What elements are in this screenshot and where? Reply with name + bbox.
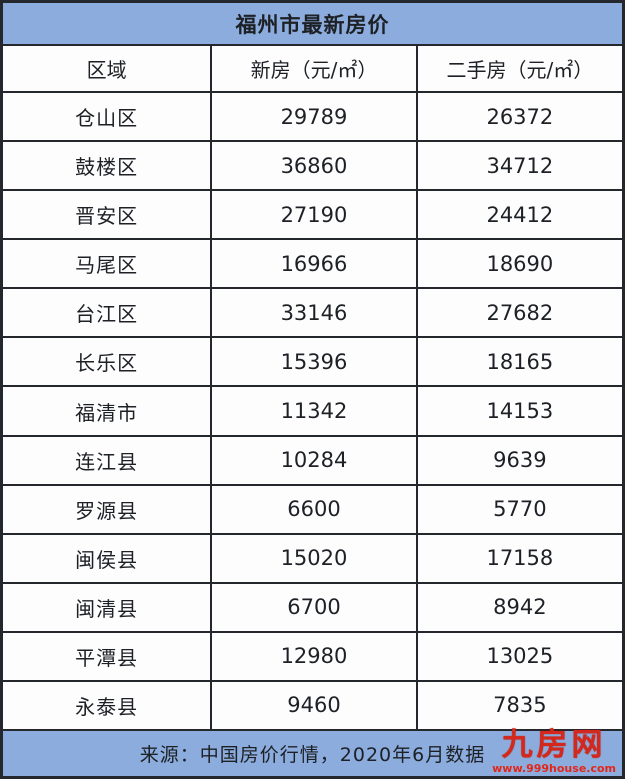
table-row: 平潭县 12980 13025	[3, 632, 622, 682]
district-cell: 闽清县	[3, 583, 213, 631]
new-home-price-cell: 33146	[212, 289, 418, 337]
second-hand-price-cell: 26372	[486, 104, 554, 129]
table-body: 仓山区 29789 26372 鼓楼区 36860 34712 晋安区 2719…	[3, 93, 622, 732]
second-hand-price-cell: 27682	[486, 300, 554, 325]
district-cell: 闽侯县	[3, 534, 213, 582]
new-home-price-cell: 29789	[212, 93, 418, 141]
new-home-price-cell: 6600	[212, 485, 418, 533]
district-cell: 马尾区	[3, 240, 213, 288]
second-hand-price-cell: 14153	[486, 399, 554, 423]
second-hand-price-cell: 34712	[486, 153, 554, 178]
new-home-price-cell: 15020	[212, 534, 418, 582]
footer-bar: 来源：中国房价行情，2020年6月数据	[3, 731, 622, 776]
district-cell: 平潭县	[3, 632, 213, 680]
table-row: 永泰县 9460 7835	[3, 681, 622, 732]
table-row: 马尾区 16966 18690	[3, 240, 622, 290]
second-hand-price-cell: 18690	[486, 251, 554, 276]
table-row: 罗源县 6600 5770	[3, 485, 622, 535]
table-row: 台江区 33146 27682	[3, 289, 622, 339]
district-cell: 台江区	[3, 289, 213, 337]
new-home-price-cell: 27190	[212, 191, 418, 239]
district-cell: 连江县	[3, 436, 213, 484]
district-cell: 晋安区	[3, 191, 213, 239]
second-hand-price-cell: 5770	[493, 497, 547, 522]
new-home-price-cell: 36860	[212, 142, 418, 190]
district-cell: 永泰县	[3, 681, 213, 730]
district-cell: 福清市	[3, 387, 213, 435]
new-home-price-cell: 10284	[212, 436, 418, 484]
second-hand-price-cell: 13025	[486, 644, 554, 669]
table-row: 仓山区 29789 26372	[3, 93, 622, 143]
table-row: 鼓楼区 36860 34712	[3, 142, 622, 192]
table-row: 连江县 10284 9639	[3, 436, 622, 486]
table-row: 长乐区 15396 18165	[3, 338, 622, 388]
new-home-price-cell: 15396	[212, 338, 418, 386]
new-home-price-cell: 9460	[212, 681, 418, 730]
table-row: 闽侯县 15020 17158	[3, 534, 622, 584]
source-note: 来源：中国房价行情，2020年6月数据	[139, 744, 486, 766]
second-hand-price-cell: 17158	[486, 546, 554, 571]
table-header-row: 区域 新房（元/㎡） 二手房（元/㎡）	[3, 46, 622, 93]
column-header-district: 区域	[3, 46, 213, 91]
table-title: 福州市最新房价	[3, 3, 622, 46]
second-hand-price-cell: 7835	[493, 693, 547, 718]
table-row: 晋安区 27190 24412	[3, 191, 622, 241]
column-header-new-home-price: 新房（元/㎡）	[212, 46, 418, 91]
new-home-price-cell: 12980	[212, 632, 418, 680]
district-cell: 罗源县	[3, 485, 213, 533]
second-hand-price-cell: 9639	[493, 448, 547, 473]
table-row: 闽清县 6700 8942	[3, 583, 622, 633]
new-home-price-cell: 16966	[212, 240, 418, 288]
second-hand-price-cell: 24412	[486, 202, 554, 227]
district-cell: 仓山区	[3, 93, 213, 141]
second-hand-price-cell: 8942	[493, 595, 547, 620]
new-home-price-cell: 11342	[212, 387, 418, 435]
second-hand-price-cell: 18165	[486, 349, 554, 374]
new-home-price-cell: 6700	[212, 583, 418, 631]
column-header-second-hand-price: 二手房（元/㎡）	[446, 58, 594, 82]
district-cell: 长乐区	[3, 338, 213, 386]
district-cell: 鼓楼区	[3, 142, 213, 190]
table-row: 福清市 11342 14153	[3, 387, 622, 437]
